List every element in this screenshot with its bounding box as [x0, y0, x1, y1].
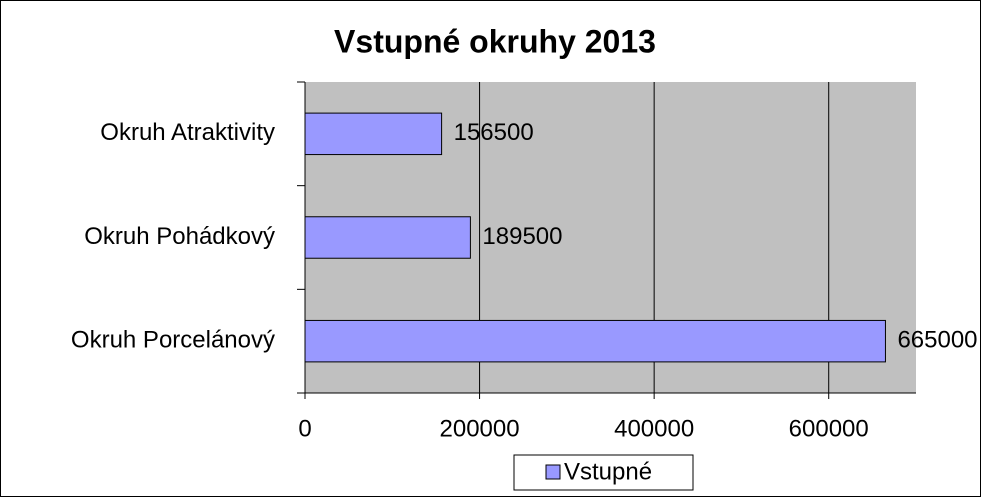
chart-title: Vstupné okruhy 2013: [334, 23, 656, 59]
y-tick-label: Okruh Atraktivity: [100, 119, 275, 146]
bar: [304, 216, 471, 259]
legend-swatch: [545, 464, 561, 480]
legend-box: [513, 454, 694, 491]
legend-label: Vstupné: [564, 458, 652, 485]
data-label: 156500: [454, 119, 534, 146]
data-label: 189500: [482, 223, 562, 250]
data-label: 665000: [897, 327, 977, 354]
x-tick-label: 0: [298, 415, 311, 442]
x-tick-label: 200000: [440, 415, 520, 442]
bar: [304, 112, 443, 156]
x-tick-label: 600000: [789, 415, 869, 442]
bar: [304, 319, 886, 363]
x-tick-label: 400000: [614, 415, 694, 442]
y-tick-label: Okruh Porcelánový: [71, 327, 275, 354]
y-tick-label: Okruh Pohádkový: [84, 223, 275, 250]
